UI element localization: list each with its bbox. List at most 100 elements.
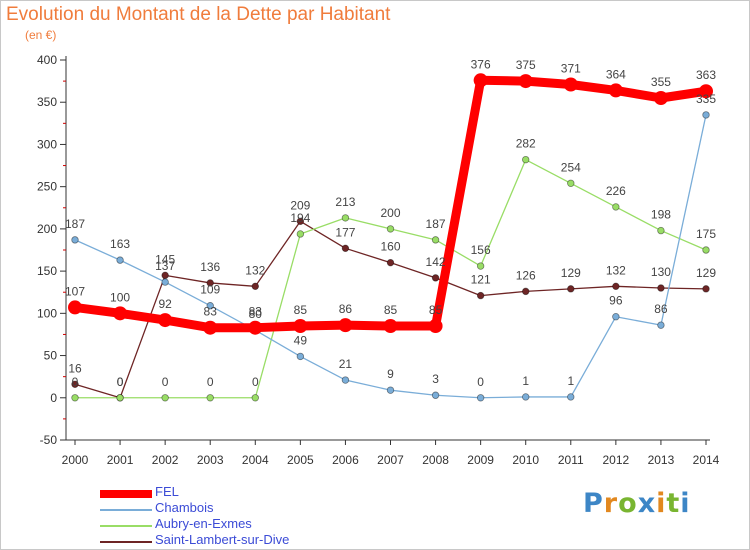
data-label: 49 [294,333,308,347]
logo-letter: i [656,488,667,519]
series-aubry-en-exmes [71,155,710,402]
data-label: 100 [110,290,130,304]
legend-swatch [100,525,152,527]
data-label: 187 [426,217,446,231]
x-tick-label: 2001 [107,453,134,467]
x-tick-label: 2007 [377,453,404,467]
data-point [702,246,710,254]
x-tick-label: 2013 [648,453,675,467]
data-point [657,321,665,329]
data-point [116,256,124,264]
series-saint-lambert-sur-dive [71,217,710,402]
data-point [296,230,305,238]
x-tick-label: 2006 [332,453,359,467]
data-point [522,287,530,296]
legend-swatch [100,541,152,543]
data-point [476,394,485,402]
data-label: 0 [252,375,259,389]
data-point [431,391,440,399]
data-label: 364 [606,67,626,81]
x-tick-label: 2012 [603,453,630,467]
data-label: 86 [654,302,668,316]
chart-subtitle: (en €) [25,28,57,42]
data-point [699,84,713,99]
logo-letter: i [680,488,691,519]
data-label: 85 [384,303,398,317]
data-label: 136 [200,260,220,274]
data-point [203,320,218,335]
data-point [563,77,578,92]
data-point [612,282,620,291]
data-point [386,225,395,233]
data-labels: 107 100 92 83 83 85 86 85 85 376 375 371 364 355 363 [65,57,716,318]
data-point [161,278,169,286]
logo-letter: t [666,488,681,519]
data-label: 200 [380,206,400,220]
data-point [251,282,259,291]
chart-title: Evolution du Montant de la Dette par Hab… [6,4,391,25]
data-label: 129 [696,266,716,280]
y-tick-label: 150 [37,264,57,278]
data-point [158,313,173,328]
data-point [657,284,665,292]
data-point [522,393,530,401]
data-point [338,318,353,333]
data-point [206,302,214,310]
y-tick-label: -50 [40,433,58,447]
data-point [567,393,575,401]
data-point [386,258,395,267]
data-label: 9 [387,367,394,381]
data-label: 282 [516,137,536,151]
data-label: 3 [432,372,439,386]
data-label: 156 [471,243,491,257]
data-label: 21 [339,357,353,371]
logo-letter: o [618,488,638,519]
y-tick-label: 100 [37,306,57,320]
data-label: 0 [72,375,79,389]
data-label: 0 [117,375,124,389]
data-point [71,394,79,402]
data-label: 16 [68,361,82,375]
data-point [657,226,665,235]
legend-label: Chambois [155,500,214,515]
y-tick-label: 400 [37,53,57,67]
y-tick-label: 50 [44,349,58,363]
data-label: 0 [477,375,484,389]
data-label: 198 [651,208,671,222]
series-fel [68,73,713,335]
data-label: 132 [606,263,626,277]
data-point [567,285,575,293]
data-point [206,279,214,287]
legend-swatch [100,509,152,511]
data-label: 130 [651,265,671,279]
y-tick-label: 300 [37,137,57,151]
data-label: 126 [516,268,536,282]
data-point [386,386,395,394]
x-tick-label: 2002 [152,453,179,467]
data-label: 0 [117,375,124,389]
data-point [431,274,440,282]
data-label: 0 [162,375,169,389]
data-label: 160 [380,240,400,254]
data-label: 142 [426,255,446,269]
data-point [251,394,259,402]
data-label: 85 [294,303,308,317]
legend-label: Saint-Lambert-sur-Dive [155,532,290,547]
data-point [428,319,443,333]
x-tick-label: 2000 [62,453,89,467]
legend-label: FEL [155,484,179,499]
x-tick-label: 2014 [693,453,720,467]
y-tick-label: 0 [50,391,57,405]
data-label: 85 [429,303,443,317]
data-point [116,394,124,402]
y-tick-label: 350 [37,95,57,109]
x-tick-label: 2005 [287,453,314,467]
data-point [293,319,308,333]
data-point [113,306,128,321]
data-point [71,236,79,244]
data-label: 92 [158,297,172,311]
data-point [476,262,485,270]
data-label: 96 [609,294,623,308]
